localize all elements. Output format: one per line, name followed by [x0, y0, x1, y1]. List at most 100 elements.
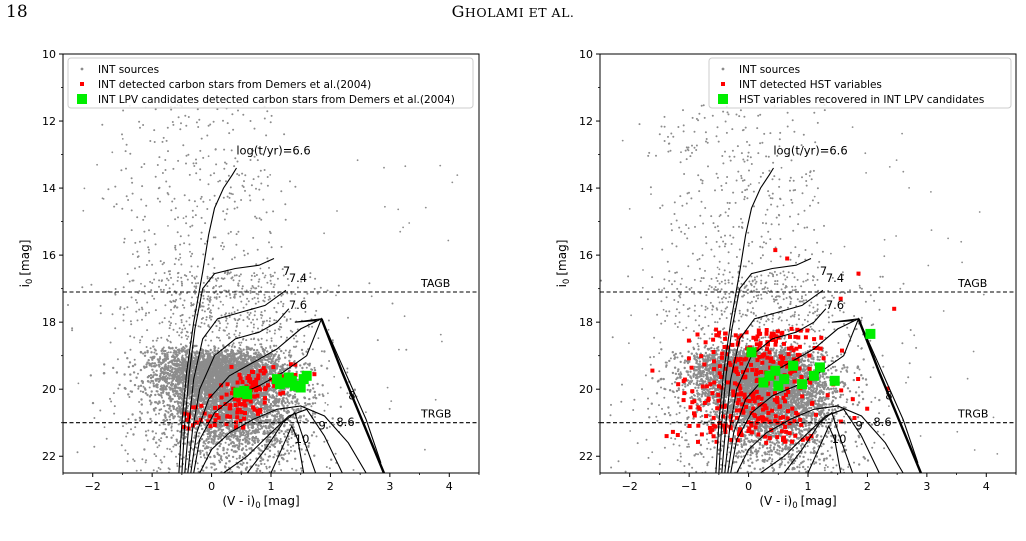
int-source-point [180, 390, 183, 394]
int-source-point [150, 365, 153, 368]
int-source-point [199, 354, 203, 358]
int-source-point [258, 469, 262, 473]
int-source-point [263, 432, 266, 436]
int-source-point [210, 390, 213, 394]
int-source-point [227, 368, 230, 371]
int-source-point [266, 355, 269, 359]
int-source-point [248, 437, 251, 441]
int-source-point [274, 442, 277, 445]
int-source-point [298, 415, 302, 418]
int-source-point [236, 357, 240, 361]
int-source-point [200, 437, 204, 441]
int-source-point [300, 348, 304, 352]
int-source-point [266, 363, 269, 366]
int-source-point [260, 462, 263, 466]
int-source-point [318, 393, 321, 396]
int-source-point [261, 358, 264, 362]
int-source-point [229, 439, 232, 442]
int-source-point [177, 411, 180, 414]
int-source-point [164, 372, 167, 375]
int-source-point [249, 355, 252, 358]
int-source-point [200, 368, 204, 371]
int-source-point [153, 355, 156, 358]
int-source-point [151, 362, 154, 365]
int-source-point [312, 387, 315, 390]
int-source-point [219, 431, 222, 434]
int-source-point [199, 449, 202, 452]
int-source-point [177, 364, 180, 367]
int-source-point [270, 352, 273, 356]
int-source-point [259, 359, 262, 362]
int-source-point [224, 390, 228, 393]
int-source-point [310, 434, 314, 437]
int-source-point [203, 359, 206, 363]
int-source-point [246, 424, 250, 428]
int-source-point [286, 449, 289, 452]
int-source-point [229, 432, 233, 435]
int-source-point [294, 457, 297, 460]
int-source-point [159, 369, 163, 373]
int-source-point [176, 392, 179, 395]
int-source-point [207, 437, 210, 440]
int-source-point [249, 358, 253, 361]
int-source-point [191, 440, 195, 443]
int-source-point [152, 371, 155, 374]
int-source-point [272, 387, 275, 391]
int-source-point [152, 345, 155, 348]
int-source-point [190, 412, 193, 416]
int-source-point [251, 367, 254, 370]
int-source-point [281, 397, 284, 400]
int-source-point [216, 423, 219, 427]
int-source-point [279, 365, 282, 368]
int-source-point [154, 406, 157, 410]
int-source-point [157, 363, 161, 367]
int-source-point [269, 429, 272, 432]
int-source-point [251, 430, 254, 433]
int-source-point [280, 430, 283, 433]
int-source-point [127, 393, 130, 396]
int-source-point [149, 374, 153, 377]
int-source-point [193, 359, 196, 363]
int-source-point [177, 387, 180, 390]
int-source-point [177, 351, 181, 354]
int-source-point [160, 391, 163, 395]
int-source-point [286, 400, 289, 403]
int-source-point [218, 420, 221, 423]
int-source-point [266, 359, 269, 362]
int-source-point [191, 418, 194, 421]
int-source-point [145, 363, 148, 366]
int-source-point [268, 445, 271, 449]
int-source-point [170, 422, 174, 425]
int-source-point [260, 427, 263, 430]
int-source-point [170, 436, 173, 439]
int-source-point [276, 365, 279, 369]
int-source-point [129, 373, 132, 376]
int-source-point [243, 454, 247, 457]
int-source-point [189, 389, 193, 392]
int-source-point [154, 401, 157, 404]
int-source-point [214, 430, 217, 433]
int-source-point [237, 349, 240, 353]
int-source-point [178, 376, 182, 379]
int-source-point [218, 461, 222, 464]
int-source-point [205, 409, 208, 412]
int-source-point [203, 423, 206, 426]
int-source-point [118, 383, 121, 386]
int-source-point [196, 417, 199, 420]
int-source-point [299, 407, 303, 410]
int-source-point [247, 432, 250, 436]
int-source-point [266, 377, 270, 381]
int-source-point [275, 364, 279, 367]
int-source-point [171, 397, 174, 401]
int-source-point [266, 459, 269, 462]
int-source-point [261, 361, 264, 364]
int-source-point [173, 415, 176, 418]
int-source-point [249, 432, 253, 435]
int-source-point [297, 409, 300, 412]
int-source-point [142, 365, 146, 368]
int-source-point [302, 414, 306, 417]
int-source-point [246, 352, 249, 355]
int-source-point [179, 392, 182, 396]
int-source-point [197, 435, 200, 438]
int-source-point [183, 442, 187, 445]
